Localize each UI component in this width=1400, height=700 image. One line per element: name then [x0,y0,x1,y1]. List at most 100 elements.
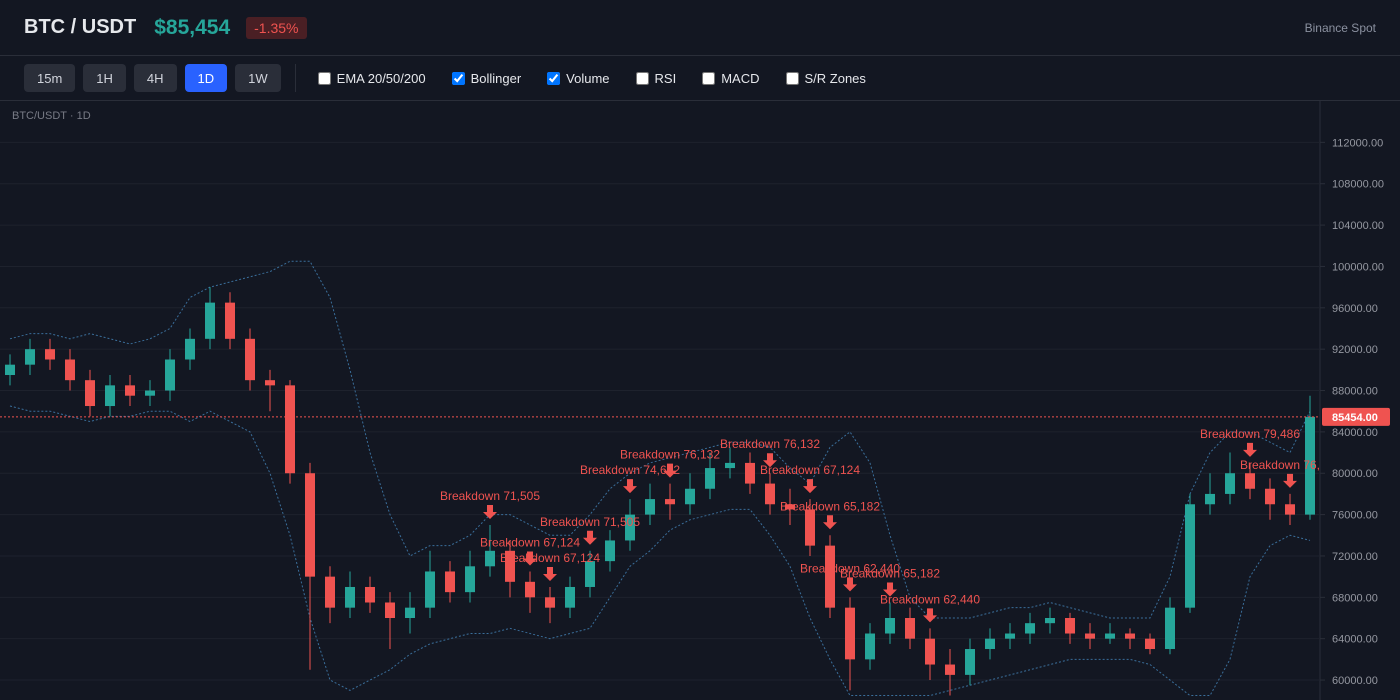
candle-body [785,504,795,510]
candle-body [445,571,455,593]
candle-body [725,462,735,469]
current-price-label: 85454.00 [1332,412,1378,424]
exchange: Binance Spot [1304,20,1376,35]
indicator-checkbox[interactable] [702,71,716,85]
candle-body [885,618,895,634]
candle-body [1165,607,1175,650]
candle-body [125,385,135,396]
breakdown-arrow [803,479,817,494]
annotation-label: Breakdown 74,652 [580,463,680,477]
timeframe-button[interactable]: 1W [235,64,281,92]
annotation-label: Breakdown 76,132 [720,437,820,451]
candle-body [905,618,915,639]
candle-body [705,468,715,489]
candle-body [5,364,15,376]
breakdown-arrow [843,577,857,592]
breakdown-arrow [923,608,937,623]
indicator-toggle[interactable]: S/R Zones [778,71,866,86]
timeframes: 15m 1H 4H 1D 1W [24,64,289,92]
candle-body [665,499,675,505]
indicator-toggle[interactable]: EMA 20/50/200 [310,71,426,86]
candle-body [1265,488,1275,505]
annotation-label: Breakdown 79,486 [1200,427,1300,441]
candle-body [305,473,315,577]
indicator-checkbox[interactable] [547,71,561,85]
breakdown-arrow [663,463,677,478]
indicator-toggle[interactable]: MACD [694,70,760,86]
candle-body [265,380,275,386]
candle-body [745,462,755,484]
timeframe-button[interactable]: 1D [184,64,228,92]
indicators: EMA 20/50/200 Bollinger Volume RSI MACD S/R Z… [310,71,884,86]
indicator-toggle[interactable]: Bollinger [444,71,521,86]
candle-body [945,664,955,675]
y-tick-label: 64000.00 [1332,634,1378,646]
breakdown-arrow [1243,442,1257,457]
y-tick-label: 68000.00 [1332,592,1378,604]
candle-body [965,649,975,675]
candle-body [485,550,495,567]
header: BTC / USDT $85,454 -1.35% Binance Spot [0,0,1400,56]
plot: Breakdown 71,505 Breakdown 67,124 Breakdow… [0,260,1340,697]
annotation-label: Breakdown 67,124 [500,551,600,565]
candle-body [245,338,255,381]
timeframe-button[interactable]: 4H [133,64,177,92]
y-tick-label: 80000.00 [1332,468,1378,480]
y-tick-label: 112000.00 [1332,137,1383,149]
breakdown-arrow [623,479,637,494]
annotation-label: Breakdown 62,440 [880,592,980,606]
candle-body [645,499,655,515]
candle-body [685,488,695,505]
candle-body [465,566,475,593]
annotation-label: Breakdown 71,505 [540,515,640,529]
candle-body [765,483,775,505]
y-tick-label: 108000.00 [1332,179,1384,191]
breakdown-arrow [483,504,497,519]
candle-body [505,550,515,582]
annotation-label: Breakdown 76,132 [1240,458,1340,472]
annotation-label: Breakdown 67,124 [480,535,580,549]
price: $85,454 [154,15,231,39]
indicator-toggle[interactable]: RSI [628,70,677,86]
annotation-label: Breakdown 62,440 [800,561,900,575]
candle-body [285,385,295,474]
indicator-checkbox[interactable] [451,71,465,85]
timeframe-button[interactable]: 1H [83,64,126,92]
candle-body [545,597,555,608]
breakdown-arrow [883,582,897,597]
indicator-label: MACD [721,70,760,86]
indicator-toggle[interactable]: Volume [539,71,610,86]
indicator-checkbox[interactable] [635,71,649,85]
breakdown-arrow [823,515,837,530]
toolbar: 15m 1H 4H 1D 1W EMA 20/50/200 Bollinger Volume… [0,56,1400,101]
candle-body [1045,618,1055,624]
indicator-checkbox[interactable] [785,71,799,85]
candle-body [225,302,235,339]
price-axis: 60000.00 64000.00 68000.00 72000.00 76000.00… [1320,137,1390,687]
candle-body [585,561,595,587]
breakdown-arrow [763,453,777,468]
candle-body [325,576,335,608]
y-tick-label: 72000.00 [1332,551,1378,563]
annotation-label: Breakdown 76,132 [620,448,720,462]
timeframe-button[interactable]: 15m [24,64,76,92]
candle-body [1185,504,1195,608]
chart-bg [0,101,1400,700]
indicator-label: S/R Zones [804,70,866,86]
bollinger-band [9,260,1311,619]
candle-body [1085,633,1095,639]
candle-body [425,571,435,608]
candle-body [105,385,115,407]
chart-title: BTC/USDT · 1D [12,110,91,122]
candle-body [165,359,175,391]
indicator-label: RSI [654,70,677,86]
candle-body [825,545,835,608]
candle-body [1105,633,1115,639]
grid [0,141,1320,681]
candle-body [1245,473,1255,489]
candle-body [925,638,935,665]
current-price-badge [1322,407,1390,426]
indicator-checkbox[interactable] [317,71,331,85]
candle-body [25,349,35,365]
